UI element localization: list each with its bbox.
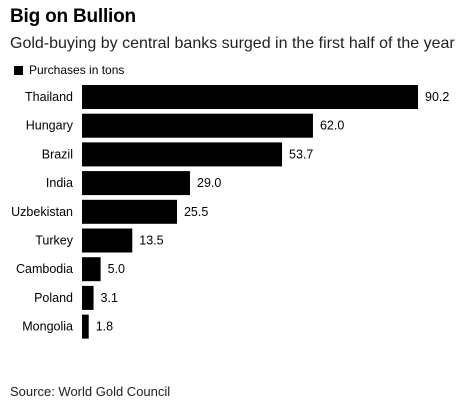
- value-label: 53.7: [289, 147, 313, 161]
- category-label: Thailand: [25, 90, 73, 104]
- value-label: 5.0: [108, 262, 125, 276]
- category-label: Poland: [34, 291, 73, 305]
- bar: [82, 257, 101, 282]
- legend: Purchases in tons: [14, 62, 124, 78]
- category-label: Cambodia: [16, 262, 73, 276]
- chart-subtitle: Gold-buying by central banks surged in t…: [10, 35, 455, 52]
- legend-label: Purchases in tons: [29, 63, 125, 77]
- value-label: 62.0: [320, 119, 344, 133]
- value-label: 3.1: [101, 291, 118, 305]
- bar: [82, 85, 418, 109]
- value-label: 1.8: [96, 320, 113, 334]
- chart-title: Big on Bullion: [10, 6, 136, 27]
- category-label: Uzbekistan: [11, 205, 73, 219]
- bar: [82, 285, 94, 310]
- bars-layer: Thailand 90.2 Hungary 62.0 Brazil 53.7 India 29…: [11, 85, 449, 339]
- category-label: Brazil: [42, 147, 73, 161]
- bar: [82, 142, 283, 167]
- bar: [82, 113, 313, 138]
- bar: [82, 314, 89, 339]
- category-label: Hungary: [26, 119, 74, 133]
- value-label: 25.5: [184, 205, 208, 219]
- bar: [82, 228, 133, 253]
- category-label: India: [46, 176, 73, 190]
- value-label: 13.5: [139, 234, 163, 248]
- legend-swatch: [14, 65, 23, 75]
- value-label: 29.0: [197, 176, 221, 190]
- source-note: Source: World Gold Council: [10, 384, 171, 399]
- category-label: Turkey: [35, 234, 73, 248]
- category-label: Mongolia: [22, 320, 73, 334]
- bar: [82, 199, 177, 224]
- bar: [82, 171, 191, 196]
- value-label: 90.2: [425, 90, 449, 104]
